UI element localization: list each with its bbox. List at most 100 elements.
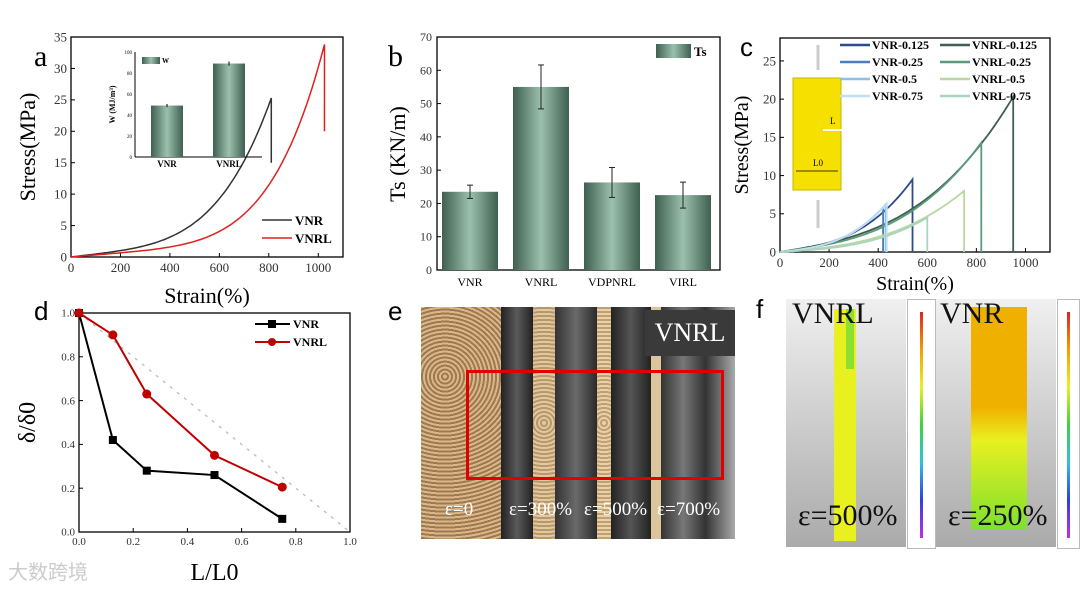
colorbar-left <box>907 299 936 549</box>
legend-label: VNR <box>295 213 324 228</box>
plot-frame <box>78 312 351 533</box>
y-tick-label: 15 <box>763 130 776 145</box>
y-tick-label: 30 <box>54 61 67 76</box>
data-point-circle <box>210 450 219 460</box>
sim-strain: ε=500% <box>798 499 898 532</box>
strain-label: ε=0 <box>445 499 474 520</box>
legend-label: VNR-0.75 <box>872 89 923 103</box>
inset-x-tick-label: VNRL <box>216 159 242 169</box>
strain-label: ε=700% <box>657 499 721 520</box>
simulation-vnrl: VNRL ε=500% <box>786 299 906 547</box>
strain-label: ε=300% <box>509 499 573 520</box>
inset-y-tick-label: 20 <box>127 135 133 140</box>
inset-x-tick-label: VNR <box>157 159 177 169</box>
y-tick-label: 5 <box>61 218 68 233</box>
legend-label: VNRL <box>295 231 332 246</box>
x-axis-label: Strain(%) <box>876 273 954 295</box>
legend-label: VNRL-0.25 <box>972 55 1031 69</box>
stress-strain-curve-vnr-0.5 <box>779 202 887 253</box>
y-axis-label: δ/δ0 <box>15 402 41 443</box>
data-point-circle <box>277 482 287 492</box>
x-axis-label: Strain(%) <box>164 283 250 308</box>
y-tick-label: 5 <box>770 206 777 221</box>
data-point-circle <box>108 330 118 340</box>
x-tick-label: 400 <box>160 260 180 275</box>
legend-marker <box>268 338 276 346</box>
sim-strain: ε=250% <box>948 499 1048 532</box>
x-tick-label: 0.8 <box>289 536 303 548</box>
x-tick-label: 400 <box>868 255 888 270</box>
y-tick-label: 25 <box>763 53 776 68</box>
plot-frame <box>70 36 344 258</box>
x-tick-label: 200 <box>819 255 839 270</box>
inset-legend-swatch <box>142 57 160 64</box>
y-tick-label: 1.0 <box>61 308 75 320</box>
data-point-square <box>210 471 219 480</box>
highlight-rectangle <box>466 370 724 480</box>
y-tick-label: 0.2 <box>61 483 75 495</box>
clamp-bar <box>501 307 533 539</box>
crack-length-label: L <box>830 116 836 126</box>
inset-bar <box>151 105 183 157</box>
width-label: L0 <box>813 158 823 168</box>
legend-swatch <box>656 44 691 58</box>
y-tick-label: 0 <box>61 249 68 264</box>
sim-label: VNRL <box>792 299 874 330</box>
watermark-logo: 大数跨境 <box>8 560 88 584</box>
panel-label-e: e <box>388 296 403 326</box>
legend-label: VNR-0.125 <box>872 38 929 52</box>
data-point-circle <box>142 389 152 399</box>
legend-label: Ts <box>694 44 707 59</box>
stress-strain-curve-vnr-0.75 <box>779 201 888 253</box>
x-tick-label: VIRL <box>669 275 697 289</box>
sample-500 <box>597 307 611 539</box>
y-tick-label: 70 <box>420 30 432 44</box>
inset-y-tick-label: 40 <box>127 114 133 119</box>
stress-strain-curve-vnrl <box>70 44 326 258</box>
x-tick-label: 800 <box>259 260 279 275</box>
y-tick-label: 20 <box>420 196 432 210</box>
sample-700 <box>651 307 661 539</box>
panel-label-c: c <box>740 32 753 62</box>
y-tick-label: 0.8 <box>61 351 75 363</box>
y-tick-label: 20 <box>763 91 776 106</box>
colorbar-right <box>1057 299 1080 549</box>
plot-frame <box>779 37 1051 253</box>
stretched-samples-photo: VNRL ε=0 ε=300% ε=500% ε=700% <box>421 307 735 539</box>
inset-y-tick-label: 100 <box>125 51 133 56</box>
panel-label-f: f <box>756 294 764 324</box>
y-tick-label: 0.0 <box>61 527 75 539</box>
y-tick-label: 40 <box>420 130 432 144</box>
y-tick-label: 15 <box>54 155 67 170</box>
specimen-schematic <box>792 77 842 191</box>
legend-marker <box>268 320 276 328</box>
y-tick-label: 35 <box>54 29 67 44</box>
x-tick-label: 0.2 <box>126 536 140 548</box>
clamp-bar <box>611 307 651 539</box>
y-tick-label: 50 <box>420 97 432 111</box>
series-line-vnrl <box>78 312 283 489</box>
simulation-vnr: VNR ε=250% <box>936 299 1056 547</box>
bar-vnr <box>442 191 498 270</box>
stress-contour-green <box>846 309 854 369</box>
x-tick-label: 0.4 <box>181 536 195 548</box>
y-tick-label: 0.6 <box>61 395 75 407</box>
x-tick-label: 0.0 <box>72 536 86 548</box>
y-axis-label: Stress(MPa) <box>15 93 40 202</box>
x-tick-label: 600 <box>210 260 230 275</box>
sim-label: VNR <box>940 299 1004 330</box>
y-tick-label: 25 <box>54 92 67 107</box>
bar-vnrl <box>513 86 569 270</box>
y-tick-label: 30 <box>420 163 432 177</box>
sample-unstretched <box>421 307 501 539</box>
y-tick-label: 0 <box>426 263 432 277</box>
inset-y-tick-label: 80 <box>127 72 133 77</box>
inset-y-axis-label: W (MJ/m³) <box>108 85 117 123</box>
data-point-square <box>142 466 151 475</box>
legend-label: VNRL <box>293 335 327 349</box>
stress-strain-curve-vnrl-0.75 <box>779 216 929 253</box>
y-axis-label: Ts (KN/m) <box>385 106 410 202</box>
stress-strain-curve-vnr <box>70 97 273 258</box>
strain-label: ε=500% <box>584 499 648 520</box>
